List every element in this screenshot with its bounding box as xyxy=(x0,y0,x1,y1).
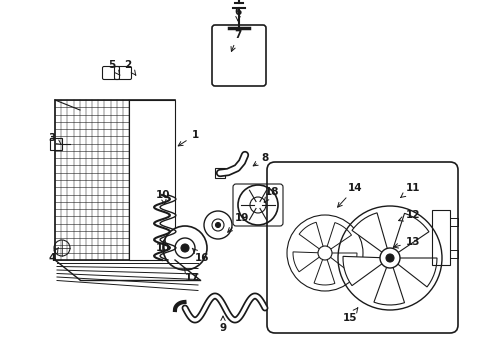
Text: 18: 18 xyxy=(264,187,279,202)
Text: 5: 5 xyxy=(108,60,120,75)
Polygon shape xyxy=(343,256,384,285)
Text: 7: 7 xyxy=(231,30,242,51)
Polygon shape xyxy=(293,252,320,272)
Circle shape xyxy=(238,185,278,225)
Polygon shape xyxy=(327,222,351,249)
Text: 15: 15 xyxy=(343,308,358,323)
Text: 3: 3 xyxy=(49,133,61,144)
Bar xyxy=(215,168,225,178)
Text: 13: 13 xyxy=(394,237,420,248)
Circle shape xyxy=(181,244,189,252)
Text: 10: 10 xyxy=(156,239,170,253)
Text: 19: 19 xyxy=(228,213,249,232)
Bar xyxy=(55,100,175,260)
Circle shape xyxy=(175,238,195,258)
Polygon shape xyxy=(396,258,437,287)
Circle shape xyxy=(204,211,232,239)
Text: 4: 4 xyxy=(49,248,58,263)
Text: 12: 12 xyxy=(398,210,420,221)
Text: 6: 6 xyxy=(234,7,242,21)
Text: 10: 10 xyxy=(156,190,170,204)
Polygon shape xyxy=(352,213,388,253)
Bar xyxy=(50,138,62,150)
Polygon shape xyxy=(392,213,429,253)
Bar xyxy=(432,210,450,265)
Text: 2: 2 xyxy=(124,60,136,75)
Circle shape xyxy=(386,254,394,262)
Circle shape xyxy=(318,246,332,260)
Text: 16: 16 xyxy=(192,248,209,263)
Bar xyxy=(129,100,175,260)
Bar xyxy=(450,250,458,258)
Bar xyxy=(450,218,458,226)
Polygon shape xyxy=(299,222,323,249)
Text: 11: 11 xyxy=(401,183,420,198)
Polygon shape xyxy=(330,253,357,273)
Circle shape xyxy=(250,197,266,213)
Text: 14: 14 xyxy=(338,183,362,207)
Circle shape xyxy=(216,222,220,228)
Polygon shape xyxy=(374,266,405,305)
Polygon shape xyxy=(314,258,335,285)
Text: 9: 9 xyxy=(220,316,226,333)
Circle shape xyxy=(212,219,224,231)
Text: 1: 1 xyxy=(178,130,198,146)
Circle shape xyxy=(163,226,207,270)
Circle shape xyxy=(380,248,400,268)
Text: 8: 8 xyxy=(253,153,269,166)
Text: 17: 17 xyxy=(184,268,199,283)
